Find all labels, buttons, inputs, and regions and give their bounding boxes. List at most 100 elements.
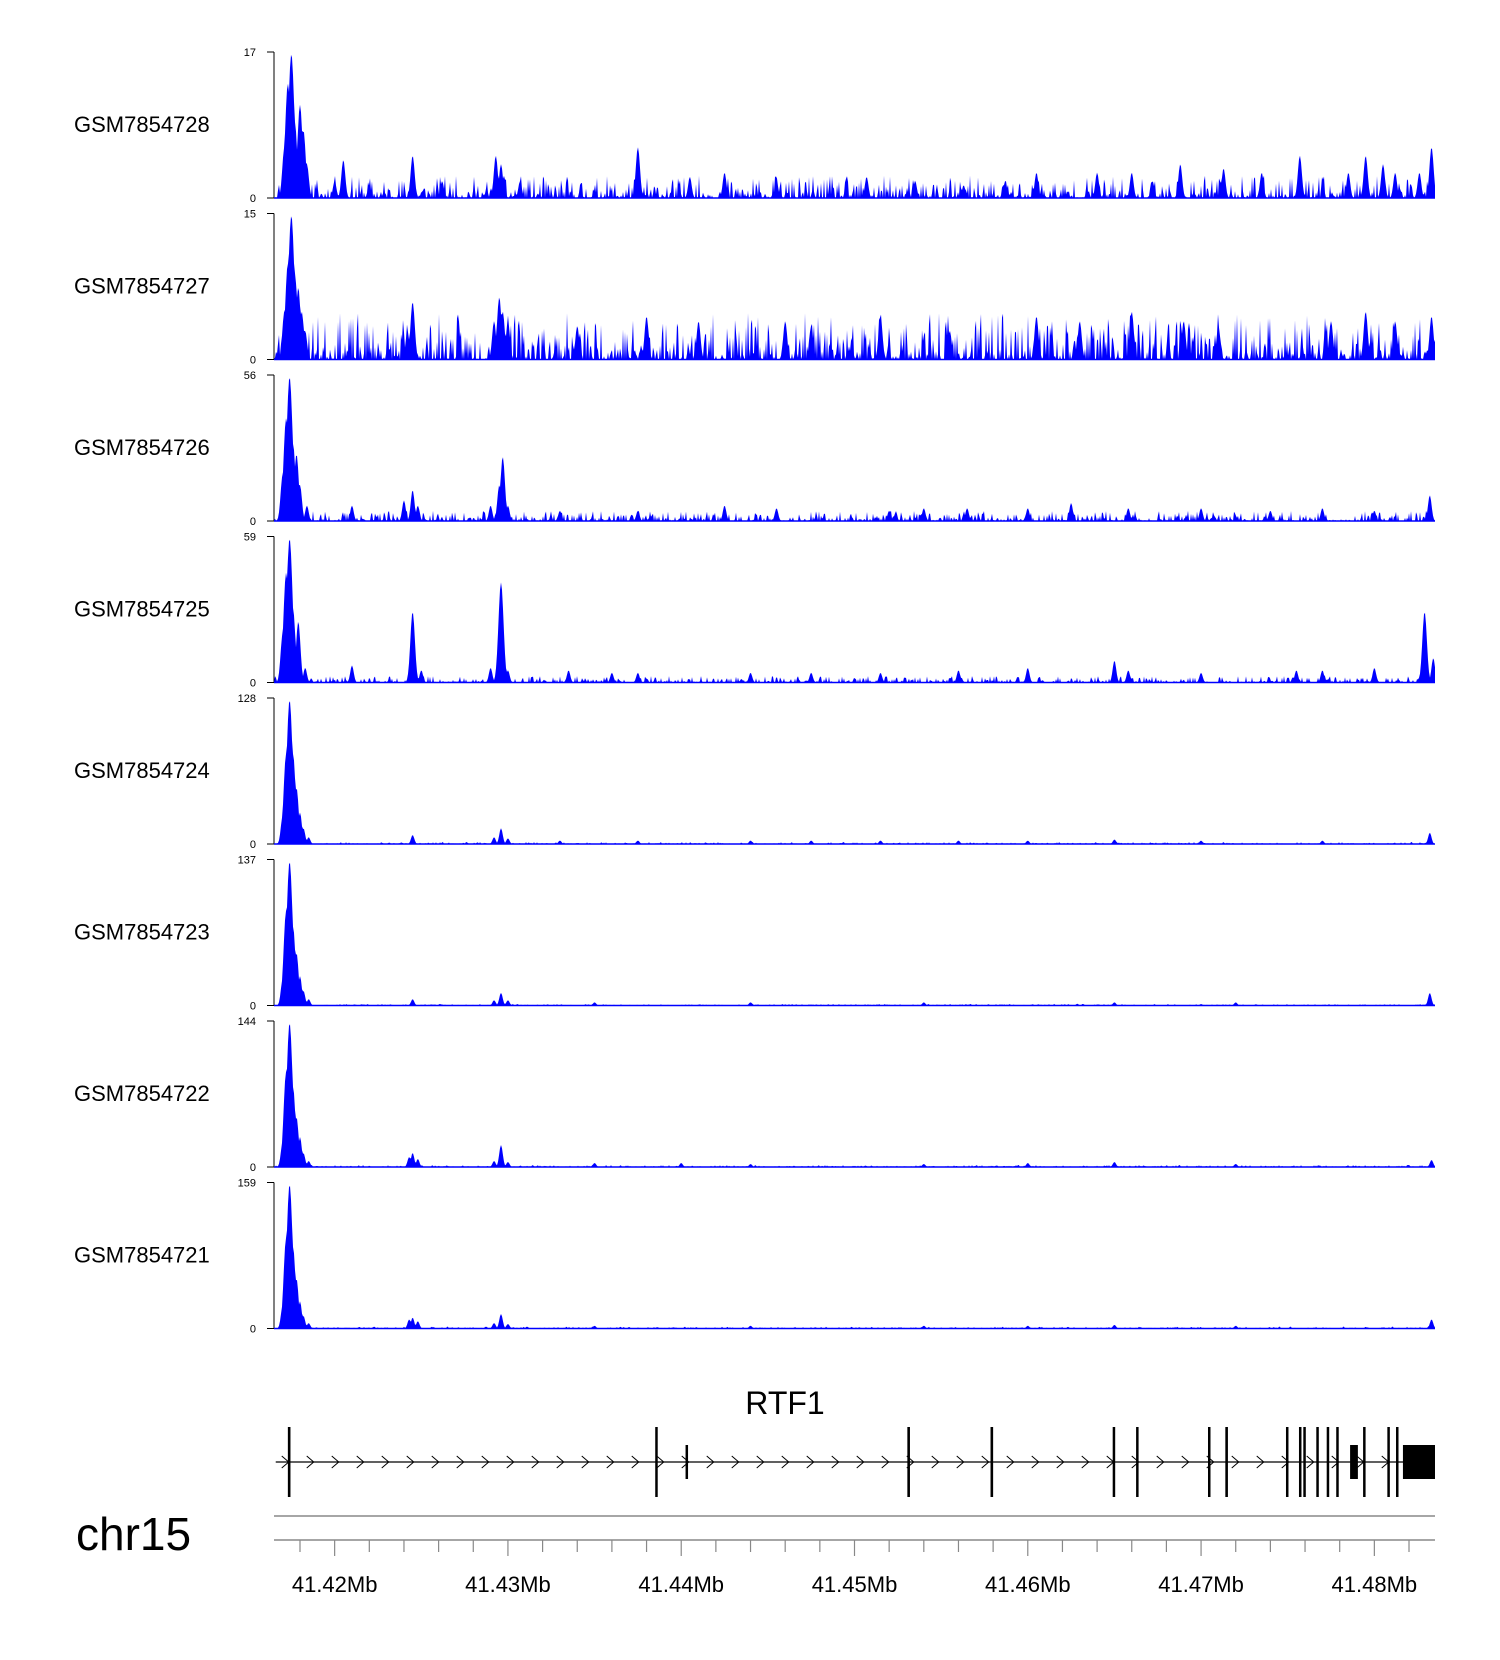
strand-arrow (1256, 1455, 1265, 1469)
strand-arrow (756, 1455, 765, 1469)
strand-arrow (981, 1455, 990, 1469)
track-label: GSM7854726 (74, 435, 210, 460)
track-label: GSM7854721 (74, 1243, 210, 1268)
strand-arrow (1081, 1455, 1090, 1469)
y-min-label: 0 (250, 516, 256, 528)
strand-arrow (681, 1455, 690, 1469)
exon (1316, 1427, 1319, 1497)
coverage-area (274, 216, 1435, 360)
exon (1225, 1427, 1228, 1497)
track-GSM7854725: GSM7854725 59 0 (74, 532, 1435, 690)
genome-axis: chr15 41.42Mb 41.43Mb 41.44Mb 41.45Mb 41.46M… (76, 1508, 1435, 1597)
strand-arrow (1306, 1455, 1315, 1469)
coverage-area (274, 701, 1435, 844)
strand-arrow (356, 1455, 365, 1469)
exon (907, 1427, 910, 1497)
track-label: GSM7854722 (74, 1081, 210, 1106)
y-min-label: 0 (250, 1324, 256, 1336)
track-GSM7854727: GSM7854727 15 0 (74, 209, 1435, 367)
strand-arrow (381, 1455, 390, 1469)
exon (1136, 1427, 1139, 1497)
track-GSM7854721: GSM7854721 159 0 (74, 1178, 1435, 1336)
x-tick-label: 41.46Mb (985, 1572, 1071, 1597)
coverage-area (274, 862, 1435, 1006)
chromosome-label: chr15 (76, 1508, 191, 1560)
strand-arrow (881, 1455, 890, 1469)
exon (1285, 1427, 1289, 1497)
y-max-label: 128 (238, 693, 256, 705)
y-min-label: 0 (250, 193, 256, 205)
strand-arrow (656, 1455, 665, 1469)
y-max-label: 137 (238, 855, 256, 867)
coverage-area (274, 1185, 1435, 1329)
strand-arrow (1056, 1455, 1065, 1469)
strand-arrow (331, 1455, 340, 1469)
y-min-label: 0 (250, 355, 256, 367)
x-tick-label: 41.42Mb (292, 1572, 378, 1597)
coverage-area (274, 1024, 1435, 1167)
strand-arrow (606, 1455, 615, 1469)
exon (1303, 1427, 1306, 1497)
coverage-tracks: GSM7854728170GSM7854727150GSM7854726560G… (74, 47, 1435, 1336)
strand-arrow (1331, 1455, 1340, 1469)
strand-arrow (931, 1455, 940, 1469)
strand-arrow (456, 1455, 465, 1469)
strand-arrow (406, 1455, 415, 1469)
strand-arrow (1131, 1455, 1140, 1469)
exon (1350, 1445, 1358, 1479)
track-GSM7854728: GSM7854728 17 0 (74, 47, 1435, 205)
y-min-label: 0 (250, 1001, 256, 1013)
exon (287, 1427, 291, 1497)
x-tick-label: 41.47Mb (1158, 1572, 1244, 1597)
strand-arrow (556, 1455, 565, 1469)
strand-arrow (506, 1455, 515, 1469)
x-tick-label: 41.48Mb (1332, 1572, 1418, 1597)
track-GSM7854726: GSM7854726 56 0 (74, 370, 1435, 528)
track-label: GSM7854728 (74, 112, 210, 137)
exon (1326, 1427, 1330, 1497)
exon (990, 1427, 994, 1497)
strand-arrow (1231, 1455, 1240, 1469)
y-min-label: 0 (250, 839, 256, 851)
track-GSM7854722: GSM7854722 144 0 (74, 1016, 1435, 1174)
strand-arrow (956, 1455, 965, 1469)
exon (1396, 1427, 1399, 1497)
y-max-label: 17 (244, 47, 256, 59)
track-label: GSM7854725 (74, 597, 210, 622)
gene-annotation-track: RTF1 (275, 1385, 1435, 1497)
track-label: GSM7854727 (74, 274, 210, 299)
strand-arrow (1181, 1455, 1190, 1469)
coverage-area (274, 378, 1435, 521)
exon (1387, 1427, 1390, 1497)
exon (1112, 1427, 1116, 1497)
strand-arrow (431, 1455, 440, 1469)
y-max-label: 144 (238, 1016, 256, 1028)
exon (1336, 1427, 1339, 1497)
track-GSM7854724: GSM7854724 128 0 (74, 693, 1435, 851)
strand-arrow (1006, 1455, 1015, 1469)
y-max-label: 56 (244, 370, 256, 382)
x-tick-label: 41.43Mb (465, 1572, 551, 1597)
exon (1207, 1427, 1211, 1497)
track-GSM7854723: GSM7854723 137 0 (74, 855, 1435, 1013)
y-max-label: 59 (244, 532, 256, 544)
coverage-area (274, 54, 1435, 199)
strand-arrow (856, 1455, 865, 1469)
strand-arrow (481, 1455, 490, 1469)
exon (685, 1445, 689, 1479)
y-max-label: 15 (244, 209, 256, 221)
x-tick-label: 41.44Mb (638, 1572, 724, 1597)
strand-arrow (706, 1455, 715, 1469)
exon (1298, 1427, 1302, 1497)
exon (655, 1427, 658, 1497)
x-tick-label: 41.45Mb (812, 1572, 898, 1597)
strand-arrow (731, 1455, 740, 1469)
exon (1363, 1427, 1366, 1497)
coverage-area (274, 539, 1435, 683)
y-max-label: 159 (238, 1178, 256, 1190)
strand-arrow (831, 1455, 840, 1469)
strand-arrow (581, 1455, 590, 1469)
y-min-label: 0 (250, 1162, 256, 1174)
strand-arrow (631, 1455, 640, 1469)
